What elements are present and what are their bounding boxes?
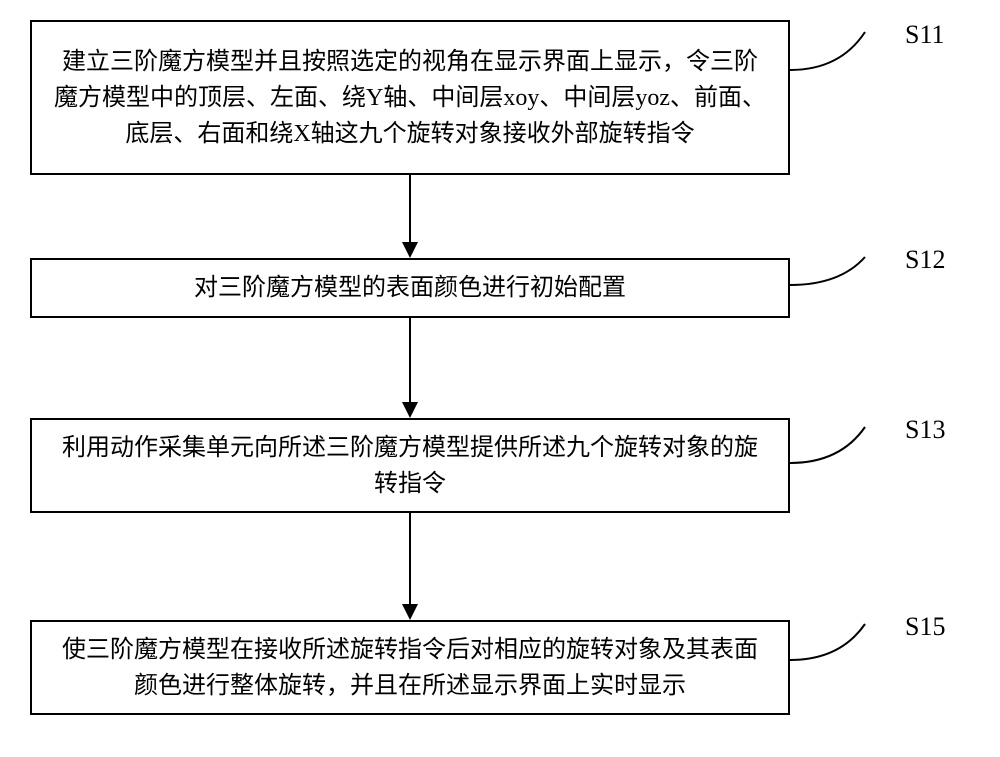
flow-step-s15-text: 使三阶魔方模型在接收所述旋转指令后对相应的旋转对象及其表面颜色进行整体旋转，并且… bbox=[52, 632, 768, 704]
arrow-1 bbox=[402, 242, 418, 258]
step-label-s13: S13 bbox=[905, 415, 945, 445]
flowchart-container: 建立三阶魔方模型并且按照选定的视角在显示界面上显示，令三阶魔方模型中的顶层、左面… bbox=[0, 0, 1000, 757]
connector-1 bbox=[409, 175, 411, 242]
label-connector-s11 bbox=[790, 30, 900, 75]
arrow-3 bbox=[402, 604, 418, 620]
connector-3 bbox=[409, 513, 411, 604]
flow-step-s15: 使三阶魔方模型在接收所述旋转指令后对相应的旋转对象及其表面颜色进行整体旋转，并且… bbox=[30, 620, 790, 715]
flow-step-s11-text: 建立三阶魔方模型并且按照选定的视角在显示界面上显示，令三阶魔方模型中的顶层、左面… bbox=[52, 44, 768, 152]
flow-step-s13-text: 利用动作采集单元向所述三阶魔方模型提供所述九个旋转对象的旋转指令 bbox=[52, 430, 768, 502]
arrow-2 bbox=[402, 402, 418, 418]
label-connector-s13 bbox=[790, 425, 900, 470]
step-label-s15: S15 bbox=[905, 612, 945, 642]
flow-step-s12-text: 对三阶魔方模型的表面颜色进行初始配置 bbox=[194, 270, 626, 306]
step-label-s11: S11 bbox=[905, 20, 945, 50]
label-connector-s12 bbox=[790, 255, 900, 300]
flow-step-s13: 利用动作采集单元向所述三阶魔方模型提供所述九个旋转对象的旋转指令 bbox=[30, 418, 790, 513]
label-connector-s15 bbox=[790, 622, 900, 667]
flow-step-s12: 对三阶魔方模型的表面颜色进行初始配置 bbox=[30, 258, 790, 318]
connector-2 bbox=[409, 318, 411, 402]
step-label-s12: S12 bbox=[905, 245, 945, 275]
flow-step-s11: 建立三阶魔方模型并且按照选定的视角在显示界面上显示，令三阶魔方模型中的顶层、左面… bbox=[30, 20, 790, 175]
